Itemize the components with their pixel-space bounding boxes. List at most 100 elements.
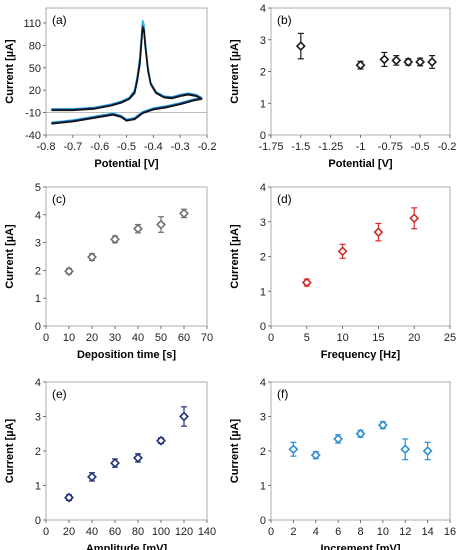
data-point	[110, 234, 120, 245]
data-point	[333, 433, 344, 444]
data-point	[310, 450, 321, 461]
x-tick-label: 8	[357, 526, 363, 538]
data-point	[133, 223, 143, 234]
data-point	[415, 57, 426, 67]
x-tick-label: 4	[313, 526, 319, 538]
x-tick-label: 140	[198, 526, 216, 538]
panel-label: (d)	[277, 192, 292, 206]
x-tick-label: -1.75	[258, 141, 283, 153]
plot-frame	[270, 7, 451, 136]
x-axis-label: Deposition time [s]	[77, 349, 176, 361]
y-tick-label: 4	[35, 377, 41, 389]
y-axis-label: Current [µA]	[4, 224, 16, 289]
y-axis-label: Current [µA]	[4, 39, 16, 104]
y-tick-label: 2	[35, 446, 41, 458]
data-point	[295, 41, 306, 52]
y-tick-label: 0	[35, 515, 41, 527]
x-tick-label: 15	[372, 332, 384, 344]
x-tick-label: 0	[268, 526, 274, 538]
y-tick-label: 20	[29, 85, 41, 97]
x-tick-label: 40	[86, 526, 98, 538]
y-tick-label: 4	[260, 377, 266, 389]
x-tick-label: 6	[335, 526, 341, 538]
x-tick-label: -0.25	[437, 141, 457, 153]
x-tick-label: -0.5	[411, 141, 430, 153]
x-tick-label: 5	[304, 332, 310, 344]
panel-label: (e)	[52, 387, 67, 401]
x-tick-label: 25	[444, 332, 456, 344]
x-tick-label: 50	[155, 332, 167, 344]
y-tick-label: 2	[260, 252, 266, 264]
data-point	[355, 60, 366, 71]
x-tick-label: 20	[408, 332, 420, 344]
y-tick-label: 3	[260, 217, 266, 229]
x-tick-label: 20	[86, 332, 98, 344]
data-point	[87, 252, 97, 262]
x-tick-label: 40	[132, 332, 144, 344]
x-tick-label: 12	[399, 526, 411, 538]
y-tick-label: 1	[35, 481, 41, 493]
chart-panel-2: 0 1 2 3 4 -1.75 -1.5 -1.25 -1 -0.75 -0.5 -0.25 Poten…	[229, 3, 457, 170]
data-point	[355, 428, 366, 439]
x-tick-label: 100	[152, 526, 170, 538]
series-line-1	[51, 19, 203, 124]
x-axis-label: Potential [V]	[328, 158, 393, 170]
data-point	[400, 444, 411, 455]
x-tick-label: 120	[175, 526, 193, 538]
data-point	[87, 471, 97, 482]
x-tick-label: 2	[290, 526, 296, 538]
y-axis-label: Current [µA]	[229, 224, 241, 289]
data-point	[427, 57, 438, 67]
x-tick-label: 10	[63, 332, 75, 344]
y-tick-label: 0	[260, 321, 266, 333]
x-tick-label: 60	[178, 332, 190, 344]
data-point	[156, 435, 166, 446]
y-tick-label: -40	[25, 130, 41, 142]
y-tick-label: 0	[35, 321, 41, 333]
y-tick-label: 5	[35, 182, 41, 194]
x-tick-label: -0.8	[37, 141, 56, 153]
data-point	[64, 492, 74, 503]
data-point	[391, 55, 402, 66]
plot-frame	[45, 7, 208, 136]
x-tick-label: -0.4	[144, 141, 163, 153]
data-point	[409, 213, 420, 224]
x-tick-label: 0	[43, 332, 49, 344]
x-tick-label: 0	[268, 332, 274, 344]
y-tick-label: 1	[260, 286, 266, 298]
y-tick-label: 80	[29, 40, 41, 52]
data-point	[337, 246, 348, 257]
data-point	[288, 444, 299, 455]
data-point	[379, 54, 390, 65]
data-point	[110, 458, 120, 469]
data-point	[179, 208, 189, 219]
data-point	[156, 219, 166, 230]
x-tick-label: -0.2	[198, 141, 217, 153]
x-tick-label: -0.3	[171, 141, 190, 153]
y-tick-label: 4	[35, 210, 41, 222]
x-tick-label: 60	[109, 526, 121, 538]
x-axis-label: Amplitude [mV]	[86, 543, 168, 550]
data-point	[422, 446, 433, 456]
plot-frame	[45, 186, 208, 327]
data-point	[403, 57, 414, 67]
panel-label: (b)	[277, 13, 292, 27]
chart-panel-4: 0 1 2 3 4 0 5 10 15 20 25 Frequency [Hz] Current [µA…	[229, 182, 456, 361]
data-point	[373, 227, 384, 238]
x-axis-label: Potential [V]	[94, 158, 159, 170]
y-tick-label: 3	[35, 238, 41, 250]
y-tick-label: 4	[260, 3, 266, 15]
y-tick-label: 2	[260, 67, 266, 79]
y-tick-label: 4	[260, 182, 266, 194]
x-tick-label: -0.5	[117, 141, 136, 153]
y-tick-label: 1	[260, 98, 266, 110]
x-tick-label: 16	[444, 526, 456, 538]
y-axis-label: Current [µA]	[229, 39, 241, 104]
x-tick-label: 0	[43, 526, 49, 538]
panel-label: (c)	[52, 192, 66, 206]
x-tick-label: -1.25	[318, 141, 343, 153]
y-tick-label: 2	[260, 446, 266, 458]
